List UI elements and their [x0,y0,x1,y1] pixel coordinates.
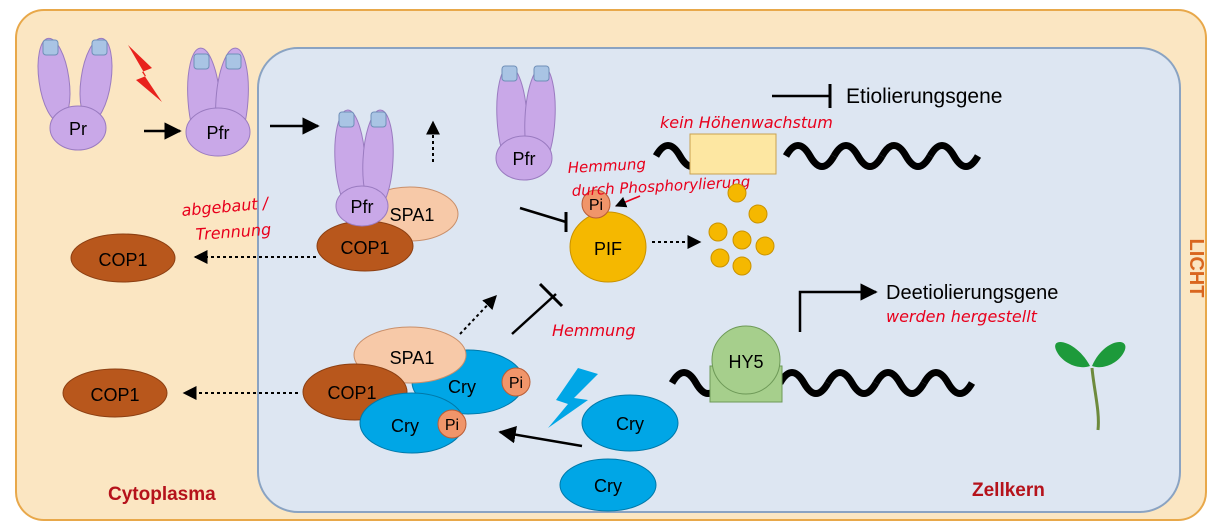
deetiolation-genes-label: Deetiolierungsgene [886,282,1058,304]
activation-deetiolation [798,283,878,332]
blue-light-lightning-icon [548,368,598,428]
cry-a-label: Cry [448,377,476,397]
phytochrome-pr: Pr [37,37,113,151]
cry-d [559,458,657,512]
red-arrow-to-pi [614,195,641,208]
red-light-lightning-icon [128,45,162,102]
cop1-left-bottom-label: COP1 [90,385,139,405]
annotation-no-height-growth: kein Höhenwachstum [660,113,833,132]
spa1-top-label: SPA1 [390,205,435,225]
arrow-cry-to-complex [498,426,583,448]
seedling-icon [1055,341,1126,431]
cop1-cytoplasm-top [70,233,176,283]
pfr-c-label: Pfr [512,149,535,169]
pfr-a-label: Pfr [206,123,229,143]
etiolation-genes-label: Etiolierungsgene [846,85,1002,108]
phytochrome-pfr-cytoplasm: Pfr [185,47,251,157]
phytochrome-pfr-nucleus: Pfr [495,65,556,181]
cop1-left-top-label: COP1 [98,250,147,270]
pi-top-label: Pi [589,197,603,214]
hy5-label: HY5 [728,352,763,372]
inhibition-cry-pif [511,293,557,335]
annotation-inhibition: Hemmung [552,321,635,340]
pi-a-label: Pi [509,375,523,392]
cry-d-label: Cry [594,476,622,496]
cop1-cytoplasm-bottom [62,368,168,418]
spa1-bottom-label: SPA1 [390,348,435,368]
cry-cop1-spa1-complex: Cry Pi SPA1 COP1 Cry Pi [302,326,531,454]
pi-top [581,189,611,219]
pi-b-label: Pi [445,417,459,434]
hy5: HY5 [709,325,783,403]
nucleus-label: Zellkern [972,480,1045,501]
cop1-bottom-label: COP1 [327,383,376,403]
light-label: LICHT [1185,239,1207,298]
annotation-produced: werden hergestellt [886,307,1038,326]
cop1-top-label: COP1 [340,238,389,258]
pif-fragments [708,183,775,276]
etiolation-gene-block [689,133,777,175]
pfr-b-label: Pfr [350,197,373,217]
cry-b-label: Cry [391,416,419,436]
spa1-cop1-pfr-complex: SPA1 COP1 Pfr [316,109,459,272]
cry-c [581,394,679,452]
cry-c-label: Cry [616,414,644,434]
cytoplasm-label: Cytoplasma [108,484,216,505]
pr-label: Pr [69,119,87,139]
inhibition-pfr-pif [519,206,567,224]
annotation-inhibition-top: Hemmung [567,155,646,177]
pif-label: PIF [594,239,622,259]
dotted-arrow-complex-up [459,294,497,335]
